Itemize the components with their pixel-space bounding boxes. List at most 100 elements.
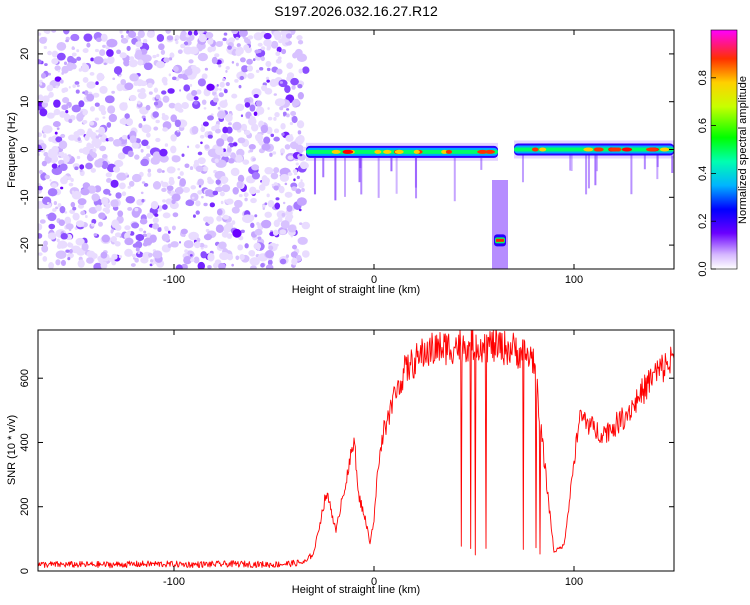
noise-speck (214, 158, 219, 163)
noise-speck (149, 259, 154, 263)
carrier-smear (643, 155, 646, 170)
noise-speck (161, 187, 167, 193)
noise-speck (81, 63, 90, 73)
noise-speck (124, 113, 130, 120)
noise-speck (91, 193, 100, 202)
noise-speck (55, 206, 59, 210)
noise-speck (164, 226, 169, 230)
noise-speck (266, 193, 270, 198)
noise-speck (246, 58, 253, 65)
noise-speck (120, 37, 129, 44)
noise-speck (269, 78, 278, 88)
noise-speck (272, 229, 279, 236)
noise-speck (191, 66, 201, 75)
noise-speck (242, 159, 250, 165)
noise-speck (275, 197, 280, 201)
noise-speck (89, 143, 95, 149)
noise-speck (193, 100, 198, 105)
noise-speck (124, 225, 131, 231)
noise-speck (172, 212, 179, 218)
noise-speck (167, 230, 171, 234)
noise-speck (267, 107, 270, 110)
noise-speck (228, 113, 232, 117)
noise-speck (175, 186, 184, 195)
noise-speck (243, 44, 250, 51)
noise-speck (150, 200, 159, 210)
noise-speck (222, 214, 229, 220)
noise-speck (124, 237, 134, 246)
noise-speck (49, 179, 52, 182)
noise-speck (129, 73, 139, 82)
noise-speck (127, 150, 134, 158)
noise-speck (254, 214, 258, 218)
noise-speck (207, 115, 214, 121)
noise-speck (197, 190, 203, 195)
noise-speck (161, 170, 165, 173)
noise-speck (131, 173, 142, 183)
noise-speck (54, 65, 61, 71)
noise-speck (253, 111, 258, 116)
noise-speck (86, 81, 96, 89)
noise-speck (152, 250, 163, 259)
noise-speck (232, 121, 242, 131)
noise-speck (190, 192, 199, 202)
noise-speck (75, 220, 85, 228)
noise-speck (293, 172, 298, 176)
noise-speck (247, 72, 255, 79)
noise-speck (266, 47, 271, 51)
noise-speck (232, 228, 242, 238)
carrier-peak (441, 149, 448, 154)
noise-speck (255, 69, 260, 73)
noise-speck (286, 108, 290, 111)
noise-speck (112, 77, 116, 81)
noise-speck (201, 195, 204, 199)
noise-speck (302, 66, 310, 74)
spectrogram-x-tick-label: 100 (565, 274, 583, 286)
noise-speck (89, 106, 95, 112)
noise-speck (260, 124, 269, 134)
noise-speck (60, 176, 68, 185)
spectrogram-marks (38, 30, 674, 269)
noise-speck (273, 93, 277, 96)
noise-speck (221, 184, 231, 193)
noise-speck (235, 48, 242, 57)
noise-speck (107, 105, 116, 114)
noise-speck (81, 242, 89, 252)
noise-speck (117, 152, 126, 160)
noise-speck (297, 92, 304, 100)
noise-speck (280, 122, 286, 130)
noise-speck (219, 251, 230, 261)
noise-speck (218, 64, 222, 68)
noise-speck (38, 233, 43, 239)
noise-speck (135, 49, 142, 57)
noise-speck (148, 91, 153, 95)
noise-speck (42, 256, 48, 262)
noise-speck (108, 193, 112, 196)
noise-speck (279, 106, 284, 111)
noise-speck (260, 56, 266, 62)
noise-speck (75, 89, 80, 94)
noise-speck (261, 219, 272, 229)
snr-frame (37, 329, 675, 572)
noise-speck (76, 128, 86, 136)
noise-speck (76, 248, 86, 256)
carrier-smear (334, 157, 337, 201)
colorbar-ticks: 0.0 0.2 0.4 0.6 0.8 (697, 70, 716, 277)
carrier-peak (539, 147, 547, 152)
carrier-peak (659, 147, 670, 152)
noise-speck (226, 136, 234, 143)
noise-speck (225, 81, 230, 87)
noise-speck (140, 257, 149, 264)
noise-speck (195, 144, 200, 149)
noise-speck (273, 185, 279, 191)
carrier-smear (630, 155, 633, 195)
snr-x-tick-label: 100 (565, 576, 583, 588)
noise-speck (76, 56, 82, 61)
noise-speck (143, 237, 153, 246)
noise-speck (96, 72, 105, 82)
noise-speck (250, 222, 255, 228)
noise-speck (165, 30, 172, 34)
snr-panel: -100 0 100 0 200 400 600 Height of straight li… (6, 329, 675, 596)
carrier-peak (531, 147, 539, 152)
noise-speck (114, 232, 122, 238)
